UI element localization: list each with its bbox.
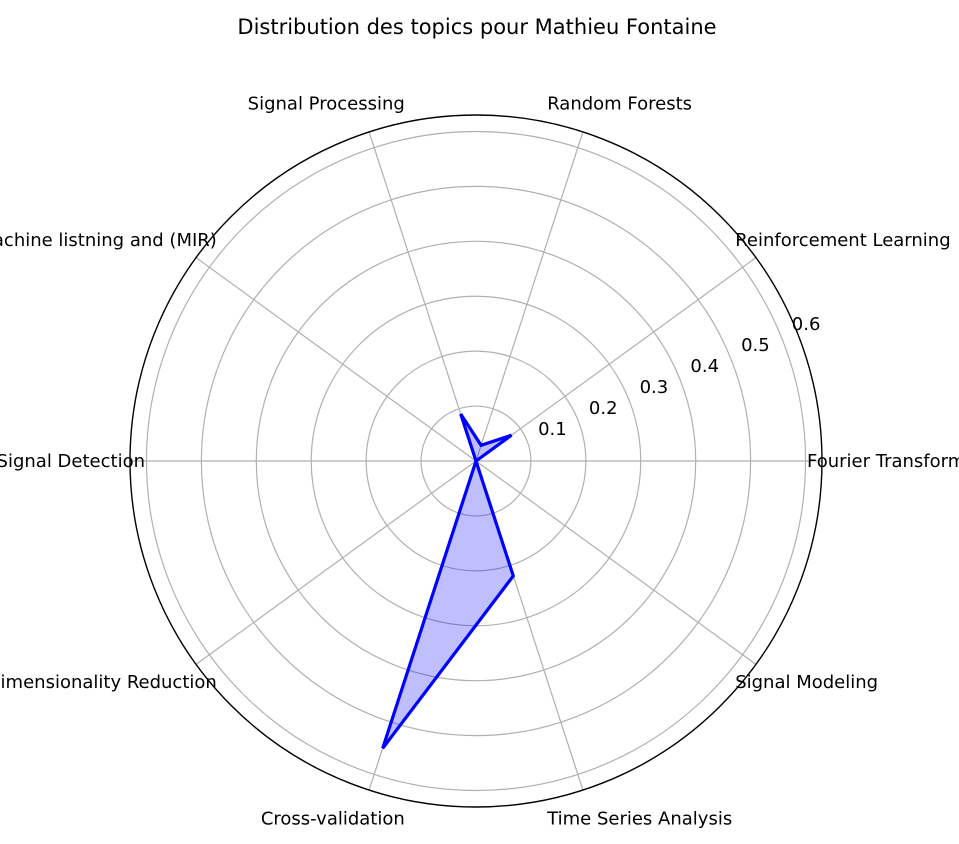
spoke-line: [368, 131, 477, 462]
radial-tick-label: 0.2: [589, 398, 618, 419]
radial-tick-label: 0.1: [538, 419, 567, 440]
category-labels: Fourier Transform Reinforcement Learning R…: [0, 93, 959, 829]
series-layer: [381, 413, 516, 750]
radial-tick-label: 0.3: [640, 377, 669, 398]
category-label: Dimensionality Reduction: [0, 672, 217, 693]
outer-ring: [129, 114, 823, 808]
category-label: Reinforcement Learning: [735, 230, 950, 251]
spoke-line: [195, 257, 477, 462]
series-line: [381, 413, 516, 750]
radial-tick-label: 0.5: [741, 335, 770, 356]
category-label: Cross-validation: [261, 809, 405, 830]
category-label: Fourier Transform: [807, 451, 959, 472]
series-area: [382, 414, 514, 749]
category-label: Random Forests: [547, 93, 692, 114]
category-label: Time Series Analysis: [546, 809, 732, 830]
category-label: Signal Processing: [248, 93, 405, 114]
spoke-line: [475, 131, 584, 462]
chart-title: Distribution des topics pour Mathieu Fon…: [237, 15, 716, 39]
spoke-line: [475, 257, 757, 462]
category-label: Signal Detection: [0, 451, 145, 472]
grid-ring: [255, 240, 697, 682]
grid-ring: [420, 405, 532, 517]
category-label: Signal Modeling: [735, 672, 878, 693]
radial-tick-label: 0.6: [792, 314, 821, 335]
radial-tick-labels: 0.1 0.2 0.3 0.4 0.5 0.6: [538, 314, 820, 440]
grid-ring: [365, 350, 587, 572]
spoke-line: [475, 460, 757, 665]
spoke-line: [195, 460, 477, 665]
radial-tick-label: 0.4: [690, 356, 719, 377]
category-label: Machine listning and (MIR): [0, 230, 217, 251]
grid-ring: [200, 185, 752, 737]
grid-ring: [145, 130, 807, 792]
